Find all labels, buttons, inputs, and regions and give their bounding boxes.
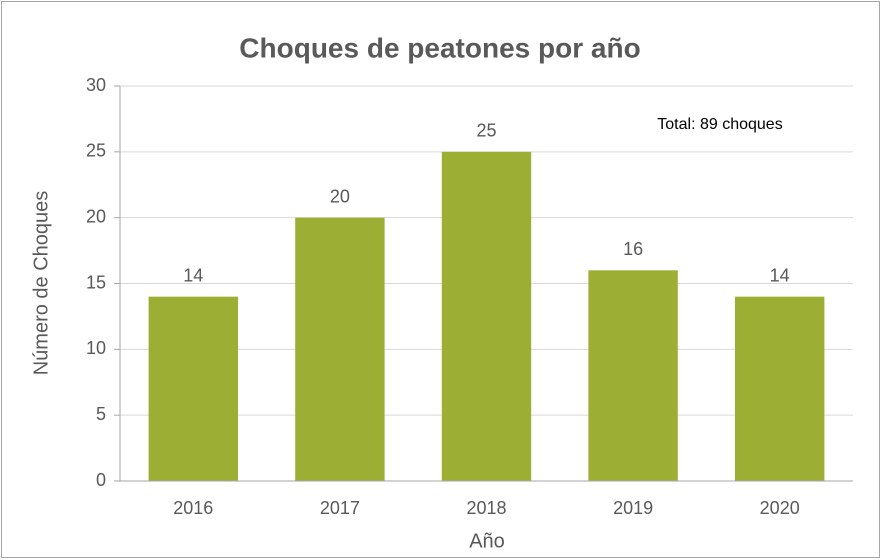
x-axis-label: Año	[469, 530, 505, 552]
data-label: 25	[476, 121, 496, 141]
y-axis-label: Número de Choques	[30, 191, 52, 376]
y-tick-label: 25	[86, 141, 106, 161]
x-tick-label: 2019	[613, 498, 653, 518]
data-label: 16	[623, 239, 643, 259]
x-tick-label: 2016	[173, 498, 213, 518]
bar	[588, 270, 678, 481]
x-tick-label: 2018	[466, 498, 506, 518]
data-label: 20	[330, 186, 350, 206]
y-tick-label: 30	[86, 75, 106, 95]
bar	[295, 217, 385, 481]
y-tick-label: 20	[86, 206, 106, 226]
chart-title: Choques de peatones por año	[239, 32, 640, 63]
y-tick-label: 0	[96, 470, 106, 490]
bar	[441, 151, 532, 482]
y-tick-label: 15	[86, 272, 106, 292]
y-tick-label: 5	[96, 404, 106, 424]
bar	[734, 296, 825, 481]
x-tick-label: 2020	[760, 498, 800, 518]
data-label: 14	[183, 265, 203, 285]
data-label: 14	[770, 265, 790, 285]
annotation: Total: 89 choques	[657, 116, 782, 133]
x-tick-label: 2017	[320, 498, 360, 518]
y-tick-label: 10	[86, 338, 106, 358]
bar	[148, 296, 239, 481]
